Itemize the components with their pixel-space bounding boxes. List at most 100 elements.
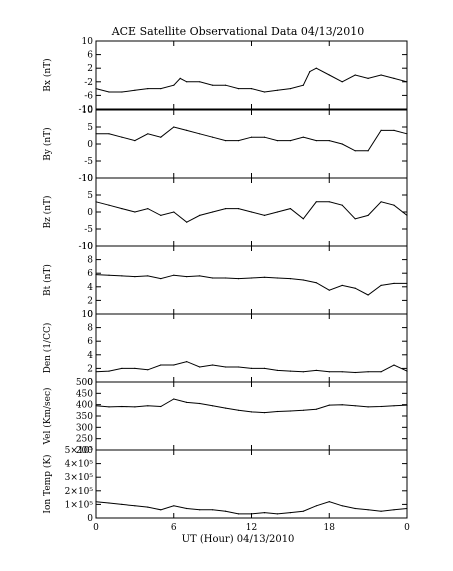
- y-tick-label-4-4: 2: [87, 364, 93, 374]
- data-point-3-20: [354, 287, 356, 289]
- data-point-3-14: [276, 277, 278, 279]
- x-tick-label-1: 6: [171, 523, 177, 533]
- y-tick-label-3-3: 4: [87, 283, 93, 293]
- data-point-3-16: [302, 279, 304, 281]
- data-point-4-5: [160, 364, 162, 366]
- data-point-2-17: [315, 201, 317, 203]
- data-point-5-20: [354, 405, 356, 407]
- x-tick-label-2: 12: [246, 523, 257, 533]
- y-tick-label-2-1: 5: [87, 191, 93, 201]
- y-tick-label-5-0: 500: [76, 378, 93, 388]
- y-tick-label-0-0: 10: [82, 37, 94, 47]
- data-point-5-13: [263, 412, 266, 414]
- data-point-5-5: [160, 405, 162, 408]
- y-tick-label-4-1: 8: [87, 324, 93, 334]
- y-tick-label-5-4: 300: [76, 423, 93, 433]
- panel-frame-3: [95, 245, 408, 315]
- y-tick-label-3-1: 8: [87, 256, 93, 266]
- data-point-5-7: [186, 401, 188, 403]
- y-tick-label-4-3: 4: [87, 351, 93, 361]
- data-point-0-0: [95, 88, 97, 90]
- data-point-6-18: [328, 501, 330, 503]
- data-point-2-21: [367, 214, 369, 216]
- data-point-5-6: [173, 398, 175, 400]
- data-point-0-15: [276, 89, 278, 91]
- y-tick-label-1-1: 5: [87, 123, 93, 133]
- data-point-1-20: [354, 150, 356, 152]
- data-point-2-12: [250, 211, 253, 213]
- data-point-3-4: [147, 275, 149, 277]
- data-point-5-24: [406, 404, 408, 406]
- data-point-0-3: [134, 89, 136, 91]
- data-point-6-23: [393, 509, 395, 511]
- data-point-1-7: [186, 129, 188, 131]
- data-point-4-3: [134, 367, 136, 369]
- data-point-4-6: [173, 364, 175, 366]
- data-point-1-3: [134, 140, 136, 142]
- data-point-1-17: [315, 140, 317, 142]
- panel-frame-6: [95, 449, 408, 519]
- data-point-4-1: [108, 370, 110, 372]
- data-point-4-19: [341, 371, 343, 373]
- x-tick-label-3: 18: [324, 523, 336, 533]
- data-point-6-14: [276, 513, 278, 515]
- data-point-4-2: [121, 367, 123, 369]
- data-point-6-20: [354, 507, 356, 510]
- data-point-0-25: [393, 77, 395, 79]
- data-point-0-12: [237, 88, 240, 90]
- data-point-5-11: [237, 409, 240, 411]
- data-point-5-0: [95, 405, 97, 407]
- y-axis-label-4: Den (1/CC): [42, 323, 53, 374]
- data-point-0-4: [147, 88, 149, 90]
- data-point-4-20: [354, 371, 356, 374]
- data-point-1-19: [341, 143, 343, 145]
- series-line-5: [95, 398, 408, 414]
- data-point-3-21: [367, 294, 369, 296]
- data-point-5-15: [289, 410, 291, 412]
- data-point-2-7: [186, 221, 188, 223]
- y-axis-label-0: Bx (nT): [42, 58, 53, 91]
- data-point-5-4: [147, 405, 149, 407]
- data-point-4-17: [315, 369, 317, 371]
- data-point-5-8: [199, 402, 201, 405]
- data-point-6-6: [173, 505, 175, 507]
- data-point-6-22: [380, 510, 382, 512]
- x-tick-label-0: 0: [93, 523, 99, 533]
- data-point-5-21: [367, 406, 369, 408]
- data-point-3-2: [121, 275, 123, 277]
- data-point-1-23: [393, 129, 395, 131]
- data-point-1-2: [121, 136, 123, 138]
- data-point-4-8: [199, 366, 201, 368]
- data-point-1-21: [367, 150, 369, 152]
- data-point-6-12: [250, 513, 253, 515]
- data-point-2-5: [160, 214, 162, 216]
- data-point-5-12: [250, 411, 253, 413]
- data-point-6-7: [186, 507, 188, 510]
- y-tick-label-6-1: 4×10⁵: [65, 460, 94, 470]
- y-tick-label-6-2: 3×10⁵: [65, 473, 94, 483]
- y-tick-label-0-2: 2: [87, 64, 93, 74]
- y-tick-label-1-0: 10: [82, 106, 94, 116]
- y-tick-label-0-1: 6: [87, 51, 93, 61]
- data-point-5-3: [134, 406, 136, 408]
- data-point-5-19: [341, 404, 343, 406]
- data-point-2-13: [263, 214, 266, 216]
- y-tick-label-3-4: 2: [87, 296, 93, 306]
- data-point-4-21: [367, 371, 369, 373]
- data-point-3-13: [263, 276, 266, 278]
- data-point-6-3: [134, 505, 136, 507]
- data-point-0-21: [341, 81, 343, 83]
- data-point-5-17: [315, 408, 317, 410]
- data-point-0-23: [367, 77, 369, 79]
- data-point-2-10: [225, 208, 227, 210]
- data-point-2-16: [302, 218, 304, 220]
- data-point-4-23: [393, 364, 395, 366]
- series-line-1: [96, 126, 408, 152]
- data-point-0-2: [121, 91, 123, 93]
- series-line-6: [95, 501, 408, 515]
- data-point-2-9: [212, 211, 214, 213]
- y-tick-label-5-3: 350: [76, 412, 93, 422]
- y-tick-label-1-2: 0: [87, 140, 93, 150]
- y-tick-label-3-0: 10: [82, 242, 94, 252]
